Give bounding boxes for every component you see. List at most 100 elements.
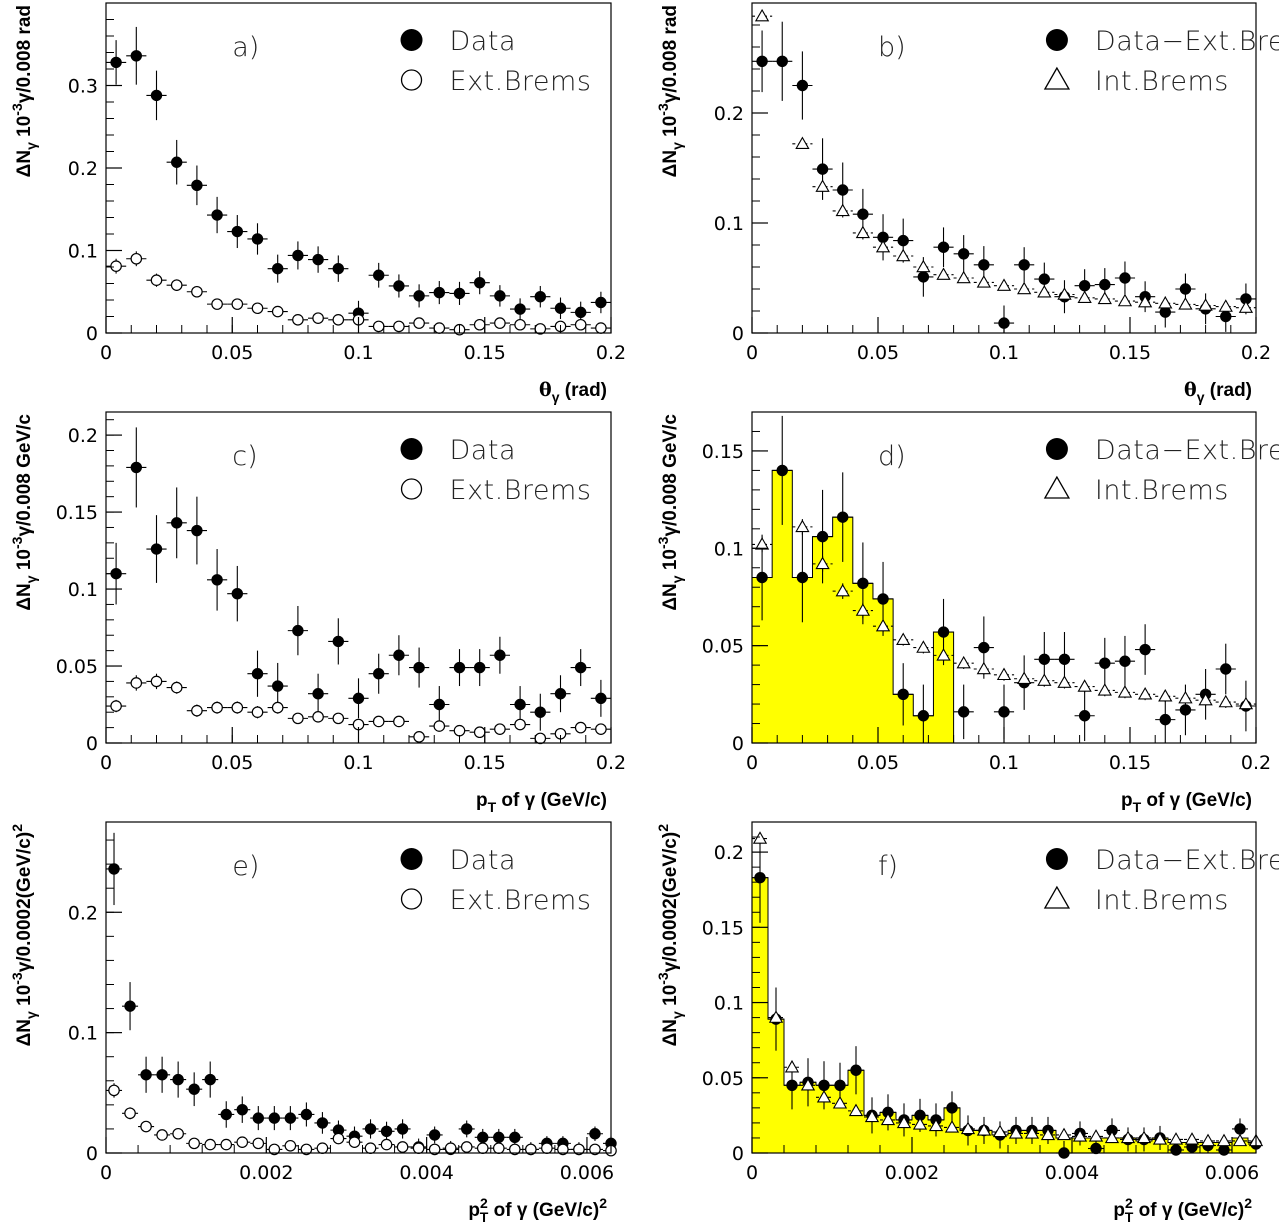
- data-point: [1215, 299, 1236, 312]
- marker-open-circle: [413, 317, 425, 329]
- legend-marker-filled-circle: [400, 438, 423, 460]
- panel-label: e): [232, 851, 259, 882]
- marker-open-circle: [444, 1142, 457, 1154]
- data-point: [106, 258, 127, 274]
- marker-open-circle: [514, 718, 526, 731]
- data-point: [1155, 694, 1176, 743]
- data-point: [207, 196, 228, 234]
- legend-marker-open-circle: [400, 888, 423, 910]
- legend-marker-filled-circle: [1045, 438, 1068, 460]
- marker-open-triangle: [912, 1117, 928, 1130]
- data-point: [227, 298, 248, 310]
- marker-filled-circle: [1170, 1144, 1182, 1156]
- y-axis-title: ΔNγ 10-3γ/0.008 rad: [9, 5, 39, 177]
- data-point: [106, 1083, 123, 1098]
- data-point: [126, 675, 147, 691]
- marker-open-triangle: [944, 1120, 960, 1133]
- legend-marker-filled-circle: [400, 29, 423, 51]
- marker-open-triangle: [1178, 297, 1193, 310]
- marker-open-triangle: [855, 603, 871, 616]
- panel-e: 0 0.002 0.004 0.006 0 0.1 0.2 Data Ext.Brems e)…: [9, 821, 617, 1224]
- legend-label: Data: [450, 845, 516, 876]
- data-point: [1232, 1133, 1248, 1147]
- marker-filled-circle: [312, 253, 324, 266]
- marker-open-triangle: [795, 519, 810, 533]
- data-point: [590, 679, 611, 717]
- legend-label: Ext.Brems: [450, 885, 592, 916]
- marker-open-triangle: [1238, 300, 1254, 313]
- data-point: [1215, 694, 1236, 708]
- marker-filled-circle: [433, 286, 445, 299]
- data-point: [146, 70, 167, 121]
- marker-open-triangle: [1057, 675, 1072, 688]
- data-point: [138, 1120, 155, 1133]
- data-point: [812, 556, 833, 572]
- marker-open-circle: [372, 715, 385, 728]
- marker-open-circle: [494, 723, 506, 735]
- marker-open-triangle: [976, 1123, 992, 1136]
- data-point: [247, 302, 268, 315]
- x-tick-label: 0: [100, 752, 112, 774]
- data-point: [166, 681, 187, 694]
- data-point: [207, 549, 228, 611]
- data-point: [308, 673, 329, 714]
- marker-open-triangle: [1158, 295, 1173, 309]
- marker-filled-circle: [1179, 283, 1192, 295]
- marker-open-circle: [130, 252, 143, 265]
- data-point: [388, 715, 409, 728]
- marker-open-circle: [300, 1143, 313, 1156]
- marker-filled-circle: [191, 524, 203, 537]
- x-tick-label: 0.05: [857, 752, 899, 774]
- data-point: [489, 723, 510, 735]
- marker-open-circle: [473, 318, 486, 331]
- x-tick-label: 0.1: [343, 342, 373, 364]
- marker-filled-circle: [897, 234, 909, 247]
- marker-open-circle: [514, 318, 526, 331]
- marker-open-circle: [268, 1143, 281, 1156]
- marker-filled-circle: [978, 259, 990, 271]
- marker-filled-circle: [1058, 653, 1071, 665]
- data-point: [1054, 287, 1075, 300]
- data-point: [1155, 688, 1176, 703]
- marker-filled-circle: [373, 269, 385, 281]
- marker-open-triangle: [916, 259, 931, 273]
- data-point: [1175, 690, 1196, 705]
- marker-open-triangle: [1120, 1130, 1136, 1144]
- data-point: [186, 285, 207, 298]
- panel-a: 0 0.05 0.1 0.15 0.200.10.20.3 DataExt.Brems …: [9, 2, 626, 405]
- marker-filled-circle: [917, 710, 930, 722]
- data-point: [752, 831, 768, 845]
- y-tick-label: 0: [732, 323, 744, 345]
- marker-filled-circle: [1078, 710, 1091, 722]
- marker-filled-circle: [1218, 1144, 1230, 1156]
- data-point: [1114, 293, 1136, 307]
- marker-open-triangle: [936, 648, 951, 661]
- marker-filled-circle: [756, 55, 768, 67]
- marker-open-circle: [393, 320, 405, 333]
- data-point: [1024, 1126, 1040, 1139]
- marker-filled-circle: [188, 1083, 200, 1095]
- marker-filled-circle: [514, 698, 526, 711]
- x-axis-title: pT of γ (GeV/c): [476, 790, 607, 815]
- marker-open-circle: [211, 701, 223, 714]
- x-tick-label: 0.1: [989, 752, 1019, 774]
- marker-filled-circle: [494, 290, 506, 302]
- marker-open-circle: [428, 1143, 441, 1156]
- data-point: [247, 650, 268, 697]
- legend-label: Ext.Brems: [450, 66, 592, 97]
- data-point: [752, 536, 773, 553]
- y-tick-label: 0.2: [68, 425, 98, 447]
- data-point: [993, 278, 1015, 291]
- marker-filled-circle: [1234, 1123, 1246, 1135]
- y-tick-label: 0.15: [702, 441, 744, 463]
- marker-open-triangle: [976, 661, 991, 675]
- marker-open-triangle: [1024, 1126, 1040, 1139]
- data-point: [993, 667, 1015, 681]
- data-point: [490, 1128, 507, 1146]
- y-tick-label: 0: [732, 1143, 744, 1165]
- marker-open-circle: [364, 1142, 377, 1154]
- series-int-brems: [752, 519, 1256, 710]
- y-tick-label: 0.1: [68, 1023, 98, 1045]
- marker-filled-circle: [978, 641, 990, 654]
- marker-filled-circle: [110, 56, 122, 69]
